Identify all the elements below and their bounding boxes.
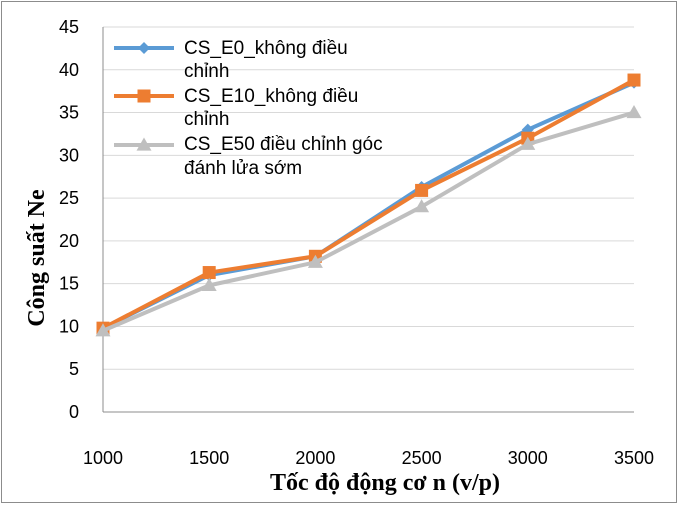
- y-tick-label: 10: [59, 316, 79, 336]
- y-tick-label: 45: [59, 17, 79, 37]
- series-line: [102, 110, 635, 333]
- y-tick-label: 25: [59, 188, 79, 208]
- legend-label: chỉnh: [184, 109, 229, 130]
- series-diamond: [97, 76, 640, 335]
- data-point: [627, 73, 641, 87]
- x-axis-title: Tốc độ động cơ n (v/p): [270, 470, 500, 496]
- legend-label: đánh lửa sớm: [184, 158, 302, 179]
- y-tick-label: 0: [69, 402, 79, 422]
- y-tick-label: 20: [59, 231, 79, 251]
- data-point: [415, 183, 429, 197]
- y-tick-label: 35: [59, 103, 79, 123]
- x-tick-label: 1500: [189, 448, 229, 468]
- data-point: [201, 277, 217, 292]
- series-line: [102, 78, 635, 330]
- data-point: [414, 199, 430, 213]
- data-point: [520, 136, 536, 150]
- data-point: [626, 105, 642, 119]
- series-line: [102, 80, 635, 330]
- legend-item: CS_E50 điều chỉnh góc đánh lửa sớm: [114, 134, 383, 179]
- y-tick-labels: 0 5 10 15 20 25 30 35 40 45: [59, 17, 79, 422]
- legend-label: CS_E0_không điều: [184, 38, 348, 59]
- y-tick-label: 40: [59, 60, 79, 80]
- x-tick-label: 2000: [295, 448, 335, 468]
- series-triangle: [95, 105, 642, 337]
- x-tick-label: 1000: [83, 448, 123, 468]
- legend-marker: [136, 137, 152, 151]
- legend-marker: [138, 42, 150, 54]
- y-tick-label: 15: [59, 274, 79, 294]
- series-layer: [95, 73, 642, 337]
- legend-label: CS_E50 điều chỉnh góc: [184, 134, 383, 155]
- x-tick-label: 2500: [402, 448, 442, 468]
- y-axis-title: Công suất Ne: [24, 189, 50, 327]
- x-tick-labels: 1000 1500 2000 2500 3000 3500: [83, 448, 654, 468]
- x-tick-label: 3500: [614, 448, 654, 468]
- y-tick-label: 30: [59, 145, 79, 165]
- legend-label: chỉnh: [184, 61, 229, 82]
- data-point: [307, 254, 323, 268]
- legend-marker: [137, 89, 151, 103]
- data-point: [95, 323, 111, 337]
- x-tick-label: 3000: [508, 448, 548, 468]
- y-tick-label: 5: [69, 359, 79, 379]
- legend-label: CS_E10_không điều: [184, 86, 358, 107]
- gridlines: [103, 26, 634, 370]
- data-point: [202, 266, 216, 280]
